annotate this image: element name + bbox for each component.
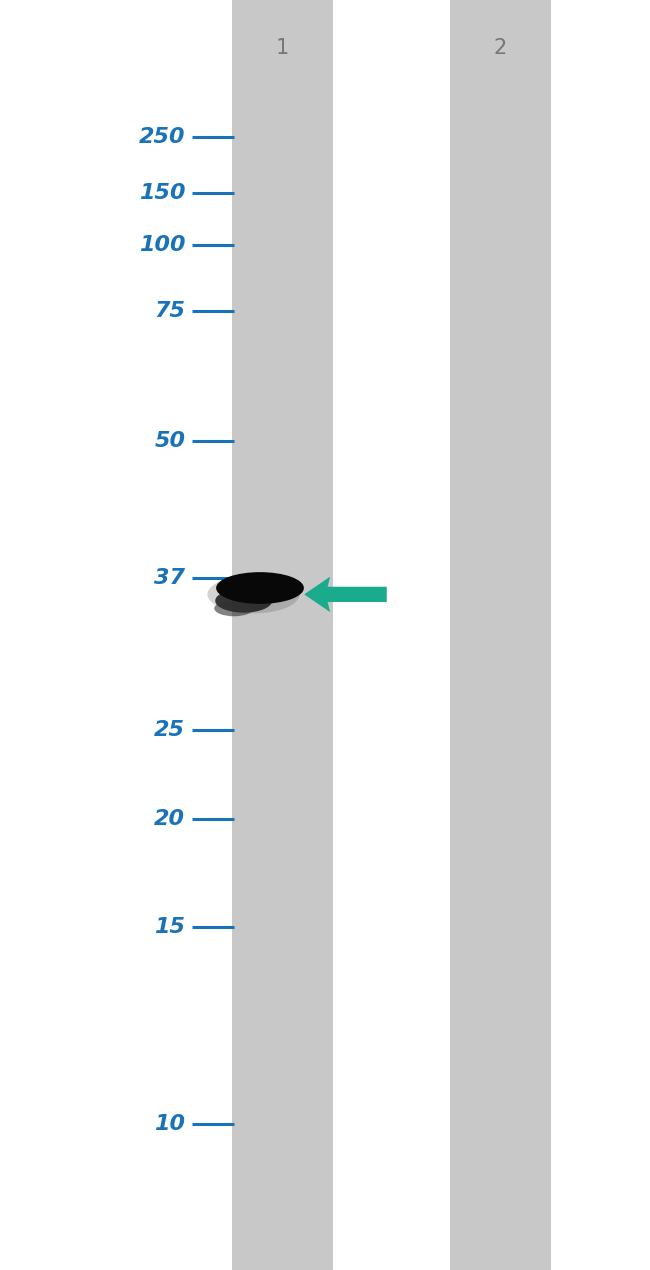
Bar bbox=[450, 0, 551, 1270]
Text: 10: 10 bbox=[154, 1114, 185, 1134]
Text: 50: 50 bbox=[154, 431, 185, 451]
Ellipse shape bbox=[214, 601, 254, 616]
Text: 15: 15 bbox=[154, 917, 185, 937]
Ellipse shape bbox=[215, 589, 272, 612]
FancyArrow shape bbox=[304, 577, 387, 612]
Text: 1: 1 bbox=[276, 38, 289, 58]
Ellipse shape bbox=[207, 575, 300, 613]
Text: 150: 150 bbox=[138, 183, 185, 203]
Text: 20: 20 bbox=[154, 809, 185, 829]
Text: 37: 37 bbox=[154, 568, 185, 588]
Text: 100: 100 bbox=[138, 235, 185, 255]
Text: 25: 25 bbox=[154, 720, 185, 740]
Ellipse shape bbox=[216, 572, 304, 605]
Text: 2: 2 bbox=[494, 38, 507, 58]
Bar bbox=[233, 0, 333, 1270]
Text: 75: 75 bbox=[154, 301, 185, 321]
Text: 250: 250 bbox=[138, 127, 185, 147]
